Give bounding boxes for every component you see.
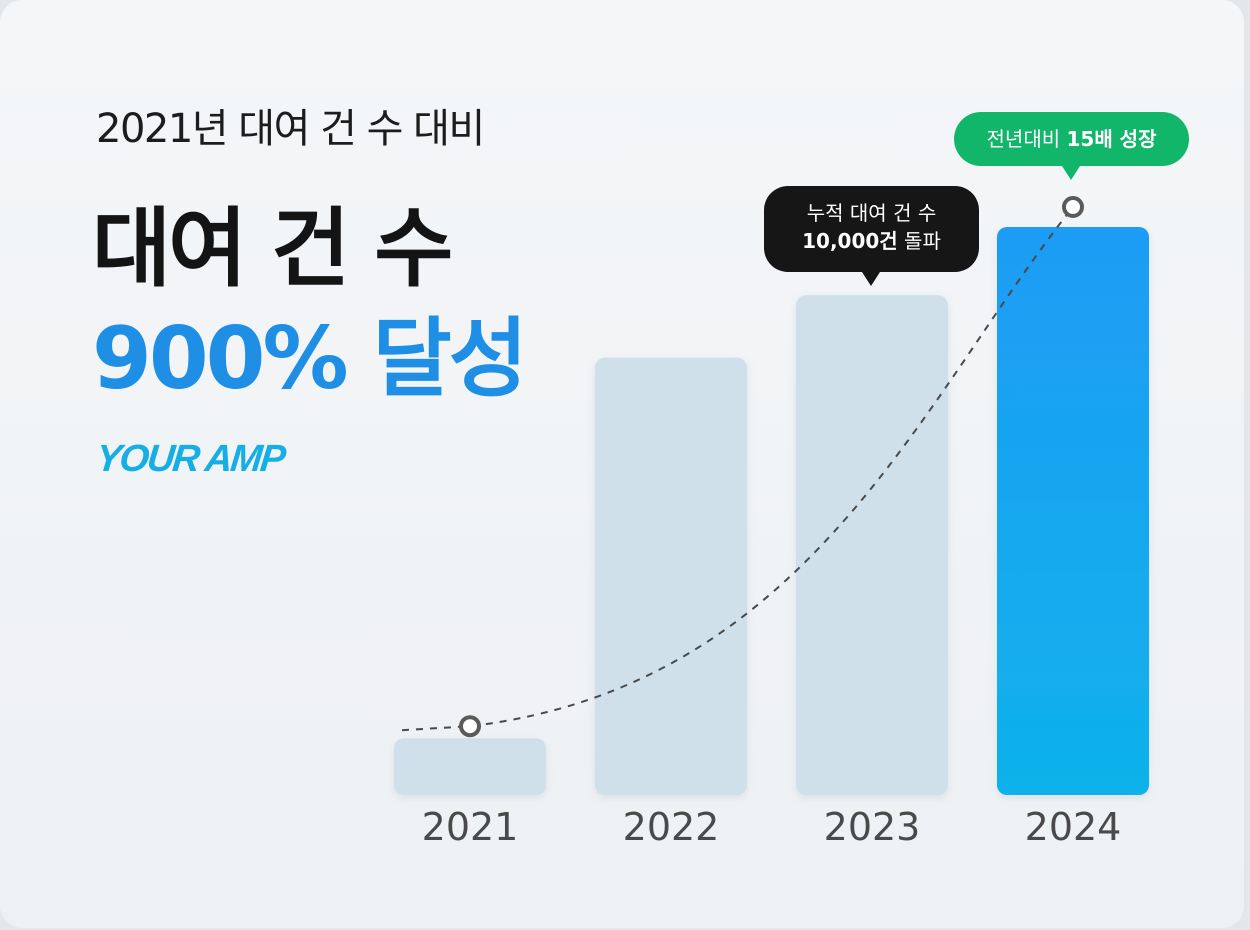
- growth-value: 15배 성장: [1066, 127, 1157, 151]
- headline-line1: 대여 건 수: [92, 199, 453, 299]
- bar-2022: [595, 357, 747, 795]
- x-tick-label-2023: 2023: [824, 805, 921, 849]
- bar-2021: [394, 738, 546, 795]
- x-tick-label-2022: 2022: [623, 805, 720, 849]
- callout-label: 누적 대여 건 수: [806, 201, 937, 225]
- callout-value: 10,000건: [802, 229, 898, 253]
- x-tick-label-2024: 2024: [1025, 805, 1122, 849]
- trend-marker-2021: [459, 715, 481, 738]
- bar-2023: [796, 295, 948, 795]
- growth-callout: 전년대비 15배 성장: [954, 112, 1189, 180]
- cumulative-callout: 누적 대여 건 수 10,000건 돌파: [764, 186, 979, 286]
- bar-2024: [997, 227, 1149, 795]
- callout-suffix: 돌파: [897, 229, 941, 253]
- trend-marker-2024: [1062, 196, 1084, 218]
- x-tick-label-2021: 2021: [422, 805, 519, 849]
- headline-line2: 900% 달성: [92, 309, 528, 409]
- growth-prefix: 전년대비: [986, 127, 1067, 151]
- subtitle: 2021년 대여 건 수 대비: [96, 106, 485, 152]
